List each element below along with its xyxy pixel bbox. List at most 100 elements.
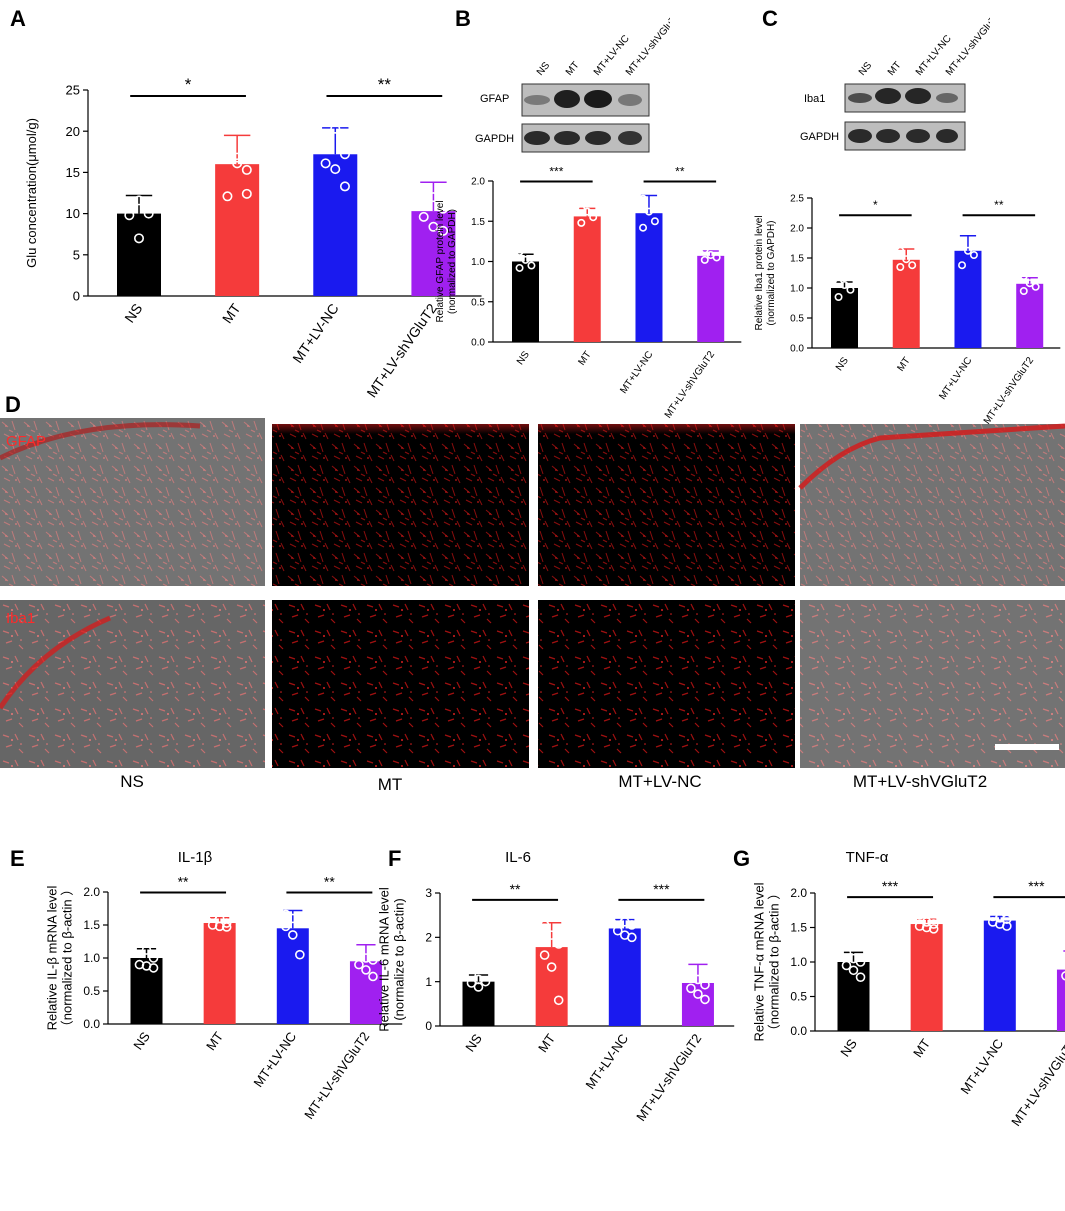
- chart-a-point: [418, 155, 429, 166]
- chart-b-sig-label: ***: [549, 164, 563, 178]
- chart-g-bar-mt: [910, 924, 943, 1031]
- chart-f-category-label: MT+LV-NC: [582, 1031, 631, 1092]
- blot-c-lane-ns: NS: [857, 60, 875, 78]
- chart-e-ytick-label: 0.0: [83, 1017, 100, 1031]
- blot-b-row-gfap: GFAP: [480, 93, 509, 105]
- chart-a-ytick-label: 0: [73, 289, 80, 304]
- chart-g-ytick-label: 1.5: [790, 921, 807, 935]
- chart-g-ylabel: Relative TNF-α mRNA level: [752, 882, 767, 1041]
- chart-b-point: [712, 253, 721, 262]
- chart-g-ytick-label: 1.0: [790, 955, 807, 969]
- chart-b-bar-mt: [573, 216, 601, 342]
- chart-a-point: [339, 181, 350, 192]
- chart-g-sig-label: ***: [882, 878, 899, 894]
- micrograph-gfap-lvnc: [538, 424, 795, 586]
- chart-f-point: [693, 974, 703, 985]
- chart-f-point: [473, 982, 484, 992]
- chart-f-point: [546, 962, 557, 972]
- chart-f-ylabel: Relative IL-6 mRNA level: [377, 887, 392, 1032]
- chart-a-bar-mt-lv-nc: [313, 154, 358, 296]
- chart-c-ytick-label: 2.0: [790, 224, 804, 235]
- chart-e-ylabel: （normalized to β-actin ）: [60, 883, 75, 1034]
- chart-c-ytick-label: 1.5: [790, 254, 804, 265]
- group-caption-shvglut2: MT+LV-shVGluT2: [852, 772, 988, 791]
- chart-f-point: [700, 979, 710, 990]
- chart-f-point: [466, 978, 477, 988]
- chart-b-point: [639, 194, 648, 203]
- chart-g-category-label: MT: [910, 1036, 933, 1060]
- chart-b-point: [700, 255, 709, 264]
- panel-letter-e: E: [10, 846, 25, 871]
- chart-f-ytick-label: 0: [425, 1019, 432, 1033]
- chart-b-ylabel: Relative GFAP protein level: [435, 200, 446, 322]
- chart-e-bar-mt: [203, 923, 236, 1024]
- chart-e-ytick-label: 2.0: [83, 885, 100, 899]
- chart-g-point: [1002, 914, 1012, 925]
- chart-g-bar-mt-lv-nc: [983, 920, 1016, 1031]
- chart-f-sig-label: **: [510, 881, 521, 897]
- chart-a-point: [330, 164, 341, 175]
- chart-b-point: [650, 217, 659, 226]
- chart-b-point: [700, 245, 709, 254]
- chart-c-ytick-label: 2.5: [790, 194, 804, 205]
- chart-a-ytick-label: 10: [66, 206, 80, 221]
- western-blot-gfap: NS MT MT+LV-NC MT+LV-shVGluT2 GFAP GAPDH: [475, 10, 670, 153]
- chart-e-point: [141, 945, 152, 955]
- chart-c-ylabel: Relative Iba1 protein level: [754, 215, 765, 330]
- group-caption-mt: MT: [377, 775, 403, 794]
- chart-f-point: [553, 995, 564, 1006]
- chart-e-ytick-label: 1.5: [83, 918, 100, 932]
- chart-c-point: [958, 225, 967, 234]
- chart-c-point: [958, 261, 967, 270]
- group-caption-lvnc: MT+LV-NC: [618, 772, 702, 791]
- chart-e-bar-mt-lv-shvglut2: [349, 961, 382, 1024]
- chart-g-point: [841, 948, 852, 958]
- stain-label-gfap: GFAP: [6, 433, 47, 450]
- chart-f-point: [686, 983, 696, 994]
- chart-c-category-label: MT+LV-shVGluT2: [982, 355, 1037, 426]
- chart-c-ytick-label: 0.5: [790, 314, 804, 325]
- chart-e-point: [280, 909, 291, 920]
- chart-a-point: [428, 221, 439, 232]
- chart-g-category-label: NS: [837, 1036, 860, 1060]
- chart-e-category-label: NS: [130, 1029, 153, 1053]
- chart-c-point: [908, 261, 917, 270]
- chart-c-point: [896, 262, 905, 271]
- chart-c-point: [834, 292, 843, 301]
- panel-letter-b: B: [455, 6, 471, 31]
- western-blot-iba1: NS MT MT+LV-NC MT+LV-shVGluT2 Iba1 GAPDH: [800, 10, 990, 151]
- chart-a-ytick-label: 20: [66, 124, 80, 139]
- chart-b-category-label: NS: [515, 349, 532, 367]
- chart-b-point: [527, 261, 536, 270]
- chart-e-title: IL-1β: [178, 849, 213, 866]
- chart-a-point: [320, 158, 331, 169]
- chart-e-ylabel: Relative IL-β mRNA level: [45, 886, 60, 1031]
- chart-b-ylabel: (normalized to GAPDH): [447, 209, 458, 314]
- chart-g-ylabel: （normalized to β-actin ）: [767, 887, 782, 1038]
- chart-a-point: [232, 152, 243, 163]
- chart-a-ytick-label: 25: [66, 83, 80, 98]
- chart-c-category-label: MT+LV-NC: [937, 355, 974, 401]
- chart-a-category-label: MT+LV-shVGluT2: [363, 300, 440, 400]
- chart-f-category-label: MT+LV-shVGluT2: [633, 1031, 704, 1124]
- chart-b-bar-mt-lv-shvglut2: [697, 255, 725, 342]
- chart-a-point: [124, 180, 135, 191]
- chart-a-point: [241, 188, 252, 199]
- micrograph-gfap-shvglut2: [798, 423, 1065, 586]
- chart-a-sig-label: *: [185, 75, 192, 94]
- chart-f-point: [612, 925, 623, 936]
- chart-b-ytick-label: 0.0: [471, 338, 485, 349]
- chart-b-point: [515, 247, 524, 256]
- chart-e: 0.0 0.5 1.0 1.5 2.0 Relative IL-β mRNA level （…: [45, 849, 403, 1122]
- blot-b-lane-mt: MT: [564, 60, 582, 78]
- chart-c-category-label: NS: [834, 355, 851, 373]
- chart-b-point: [583, 207, 592, 216]
- chart-b-point: [577, 218, 586, 227]
- chart-f-sig-label: ***: [653, 881, 670, 897]
- chart-c-ytick-label: 1.0: [790, 284, 804, 295]
- panel-letter-d: D: [5, 392, 21, 417]
- chart-b-category-label: MT+LV-NC: [618, 349, 655, 395]
- chart-e-sig-label: **: [178, 873, 189, 889]
- chart-e-point: [361, 965, 371, 975]
- chart-a-point: [134, 195, 145, 206]
